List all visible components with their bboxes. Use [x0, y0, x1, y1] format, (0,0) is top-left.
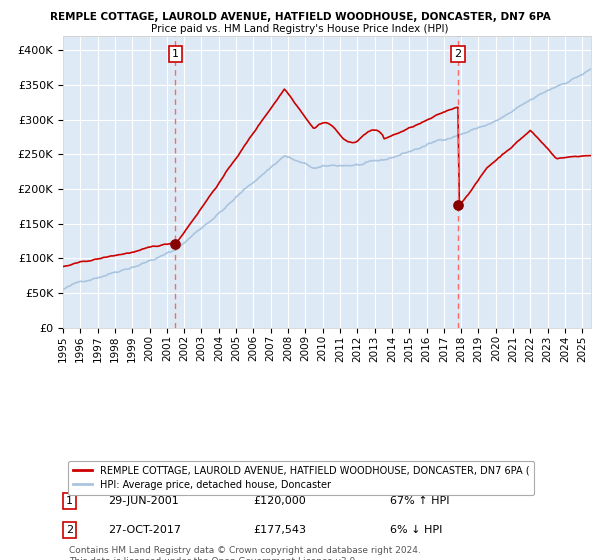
Text: 67% ↑ HPI: 67% ↑ HPI	[391, 496, 450, 506]
Text: Contains HM Land Registry data © Crown copyright and database right 2024.
This d: Contains HM Land Registry data © Crown c…	[70, 547, 421, 560]
Text: 1: 1	[172, 49, 179, 59]
Text: 2: 2	[454, 49, 461, 59]
Text: 6% ↓ HPI: 6% ↓ HPI	[391, 525, 443, 535]
Text: 1: 1	[66, 496, 73, 506]
Legend: REMPLE COTTAGE, LAUROLD AVENUE, HATFIELD WOODHOUSE, DONCASTER, DN7 6PA (, HPI: A: REMPLE COTTAGE, LAUROLD AVENUE, HATFIELD…	[68, 460, 535, 495]
Text: REMPLE COTTAGE, LAUROLD AVENUE, HATFIELD WOODHOUSE, DONCASTER, DN7 6PA: REMPLE COTTAGE, LAUROLD AVENUE, HATFIELD…	[50, 12, 550, 22]
Point	[453, 200, 463, 209]
Point	[170, 240, 180, 249]
Text: £120,000: £120,000	[253, 496, 306, 506]
Text: £177,543: £177,543	[253, 525, 306, 535]
Text: 29-JUN-2001: 29-JUN-2001	[108, 496, 179, 506]
Text: 2: 2	[66, 525, 73, 535]
Text: 27-OCT-2017: 27-OCT-2017	[108, 525, 181, 535]
Text: Price paid vs. HM Land Registry's House Price Index (HPI): Price paid vs. HM Land Registry's House …	[151, 24, 449, 34]
